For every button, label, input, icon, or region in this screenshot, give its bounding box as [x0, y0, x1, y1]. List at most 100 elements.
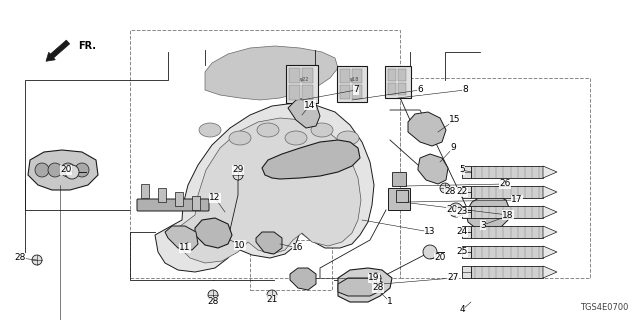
Text: 23: 23 [456, 207, 468, 217]
Polygon shape [262, 140, 360, 179]
Text: 1: 1 [387, 298, 393, 307]
Bar [462, 166, 471, 178]
Bar [471, 266, 543, 278]
Circle shape [65, 165, 79, 179]
Polygon shape [408, 112, 446, 146]
Text: 10: 10 [234, 241, 246, 250]
Text: 13: 13 [424, 228, 436, 236]
Polygon shape [543, 266, 557, 278]
Circle shape [35, 163, 49, 177]
Bar [352, 85, 362, 99]
Bar [471, 226, 543, 238]
Bar [388, 69, 396, 81]
Text: φ22: φ22 [300, 77, 308, 83]
Ellipse shape [199, 123, 221, 137]
Bar [289, 68, 300, 83]
Polygon shape [543, 226, 557, 238]
Bar [462, 206, 471, 218]
Bar [398, 69, 406, 81]
Ellipse shape [285, 131, 307, 145]
Polygon shape [543, 186, 557, 198]
Text: 14: 14 [304, 100, 316, 109]
FancyArrow shape [46, 40, 70, 61]
Circle shape [233, 170, 243, 180]
Bar [396, 190, 408, 202]
Polygon shape [288, 98, 320, 128]
Text: 28: 28 [207, 298, 219, 307]
Polygon shape [155, 103, 374, 272]
Text: 3: 3 [480, 220, 486, 229]
Bar [471, 166, 543, 178]
Polygon shape [175, 118, 361, 263]
Text: φ18: φ18 [349, 77, 358, 83]
Bar [340, 69, 350, 83]
Bar [340, 85, 350, 99]
Bar [192, 196, 200, 210]
Polygon shape [543, 246, 557, 258]
Text: 20: 20 [446, 205, 458, 214]
Text: 21: 21 [266, 295, 278, 305]
Text: 28: 28 [444, 188, 456, 196]
Text: 26: 26 [499, 180, 511, 188]
Bar [302, 68, 313, 83]
Bar [158, 188, 166, 202]
Bar [462, 266, 471, 278]
Text: 9: 9 [450, 143, 456, 153]
Bar [388, 83, 396, 95]
Text: TGS4E0700: TGS4E0700 [580, 303, 628, 312]
Bar [337, 66, 367, 102]
Polygon shape [290, 268, 316, 290]
Circle shape [440, 183, 450, 193]
Text: 12: 12 [209, 194, 221, 203]
Bar [398, 83, 406, 95]
Circle shape [61, 163, 75, 177]
Text: 29: 29 [232, 165, 244, 174]
Text: 25: 25 [456, 247, 468, 257]
Text: 5: 5 [459, 165, 465, 174]
Bar [130, 30, 400, 278]
Text: 20: 20 [60, 165, 72, 174]
Bar [471, 246, 543, 258]
Text: 18: 18 [502, 211, 514, 220]
Text: 27: 27 [447, 274, 459, 283]
Bar [462, 186, 471, 198]
Text: 11: 11 [179, 244, 191, 252]
Polygon shape [28, 150, 98, 190]
Bar [462, 246, 471, 258]
Text: 4: 4 [459, 306, 465, 315]
Bar [302, 85, 313, 100]
Bar [400, 78, 590, 278]
Polygon shape [466, 195, 510, 232]
Ellipse shape [311, 123, 333, 137]
Ellipse shape [229, 131, 251, 145]
Circle shape [32, 255, 42, 265]
Bar [385, 66, 411, 98]
Bar [462, 226, 471, 238]
Text: 19: 19 [368, 274, 380, 283]
Ellipse shape [337, 131, 359, 145]
Polygon shape [195, 218, 232, 248]
Text: 16: 16 [292, 244, 304, 252]
Text: 15: 15 [449, 116, 461, 124]
Bar [289, 85, 300, 100]
Text: 24: 24 [456, 228, 468, 236]
Bar [392, 172, 406, 186]
Circle shape [449, 203, 463, 217]
Circle shape [208, 290, 218, 300]
Polygon shape [543, 206, 557, 218]
Bar [471, 186, 543, 198]
Polygon shape [165, 226, 198, 250]
Text: 17: 17 [511, 196, 523, 204]
Polygon shape [338, 268, 392, 302]
Text: 20: 20 [435, 253, 445, 262]
Bar [141, 184, 149, 198]
Circle shape [48, 163, 62, 177]
Text: 6: 6 [417, 85, 423, 94]
Bar [175, 192, 183, 206]
Text: 28: 28 [14, 253, 26, 262]
Polygon shape [205, 46, 338, 100]
Bar [471, 206, 543, 218]
Polygon shape [418, 154, 448, 184]
Text: 8: 8 [462, 85, 468, 94]
Bar [250, 240, 332, 290]
